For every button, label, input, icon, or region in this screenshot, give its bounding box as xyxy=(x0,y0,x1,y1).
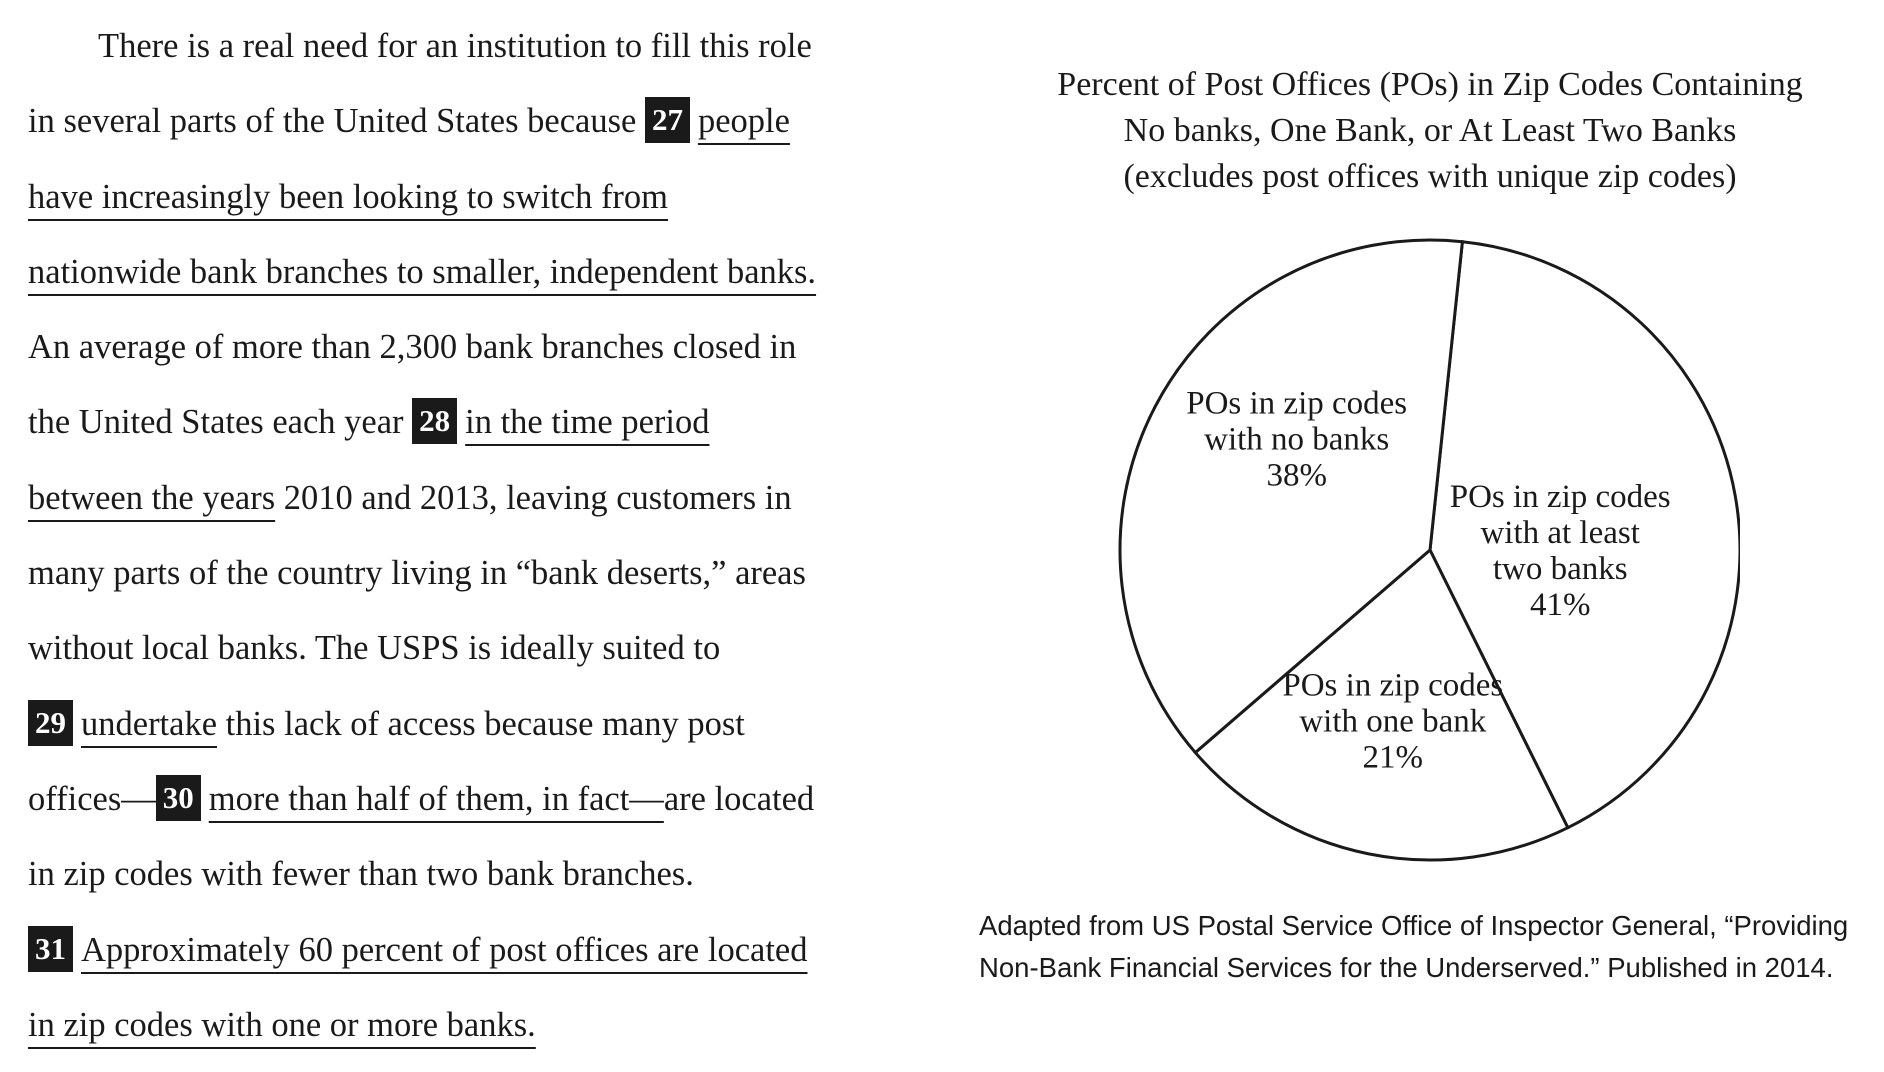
question-31-number[interactable]: 31 xyxy=(28,925,73,972)
passage-text-span: offices— xyxy=(28,779,156,818)
underlined-portion-27[interactable]: people xyxy=(697,102,790,141)
pie-slice-label: POs in zip codes with one bank 21% xyxy=(1282,668,1503,776)
passage-line: the United States each year 28 in the tim… xyxy=(28,394,908,469)
underlined-portion-31[interactable]: in zip codes with one or more banks. xyxy=(28,1005,536,1044)
chart-title-line: (excludes post offices with unique zip c… xyxy=(1123,158,1737,195)
source-line: Non-Bank Financial Services for the Unde… xyxy=(979,952,1834,983)
passage-text-span: the United States each year xyxy=(28,403,404,442)
question-29-number[interactable]: 29 xyxy=(28,699,73,746)
underlined-portion-28[interactable]: in the time period xyxy=(465,403,710,442)
passage-text-span: are located xyxy=(663,779,815,818)
underlined-portion-27[interactable]: nationwide bank branches to smaller, ind… xyxy=(28,252,817,291)
passage-text-span: 2010 and 2013, leaving customers in xyxy=(275,478,792,517)
underlined-portion-31[interactable]: Approximately 60 percent of post offices… xyxy=(81,930,808,969)
underlined-portion-29[interactable]: undertake xyxy=(81,704,218,743)
passage-line: There is a real need for an institution … xyxy=(28,18,908,93)
passage-text-span: in zip codes with fewer than two bank br… xyxy=(28,855,694,894)
passage-line: in several parts of the United States be… xyxy=(28,93,908,168)
passage-text-span: in several parts of the United States be… xyxy=(28,102,637,141)
chart-title-line: No banks, One Bank, or At Least Two Bank… xyxy=(1123,112,1737,149)
passage-line: offices— 30 more than half of them, in fac… xyxy=(28,771,908,846)
pie-slice xyxy=(1193,547,1570,862)
passage-line: 29 undertake this lack of access because … xyxy=(28,696,908,771)
pie-slice xyxy=(1118,238,1465,755)
passage-text-span: this lack of access because many post xyxy=(217,704,745,743)
passage-line: in zip codes with one or more banks. xyxy=(28,997,908,1072)
passage-text-span: An average of more than 2,300 bank branc… xyxy=(28,328,797,367)
passage-text-span: many parts of the country living in “ban… xyxy=(28,554,806,593)
pie-slice xyxy=(1428,240,1740,830)
passage-line: without local banks. The USPS is ideally… xyxy=(28,620,908,695)
pie-slice-label: POs in zip codes with no banks 38% xyxy=(1186,385,1407,493)
passage-line: nationwide bank branches to smaller, ind… xyxy=(28,244,908,319)
chart-title-line: Percent of Post Offices (POs) in Zip Cod… xyxy=(1057,66,1803,103)
source-citation: Adapted from US Postal Service Office of… xyxy=(979,905,1879,989)
passage-text-span: There is a real need for an institution … xyxy=(98,27,812,65)
passage-line: An average of more than 2,300 bank branc… xyxy=(28,319,908,394)
question-27-number[interactable]: 27 xyxy=(644,97,690,144)
source-line: Adapted from US Postal Service Office of… xyxy=(979,910,1849,941)
chart-title: Percent of Post Offices (POs) in Zip Cod… xyxy=(980,62,1880,200)
pie-slice-label: POs in zip codes with at least two banks 41… xyxy=(1450,479,1671,623)
underlined-portion-30[interactable]: more than half of them, in fact— xyxy=(208,779,664,818)
passage-line: many parts of the country living in “ban… xyxy=(28,545,908,620)
passage-text-span: without local banks. The USPS is ideally… xyxy=(28,629,721,668)
question-30-number[interactable]: 30 xyxy=(155,774,201,821)
underlined-portion-27[interactable]: have increasingly been looking to switch… xyxy=(28,177,669,216)
passage-line: between the years 2010 and 2013, leaving… xyxy=(28,470,908,545)
underlined-portion-28[interactable]: between the years xyxy=(28,478,276,517)
passage-line: 31 Approximately 60 percent of post offic… xyxy=(28,922,908,997)
pie-chart: POs in zip codes with at least two banks 41… xyxy=(1118,238,1740,862)
passage-line: have increasingly been looking to switch… xyxy=(28,169,908,244)
passage-text: There is a real need for an institution … xyxy=(28,18,908,1072)
question-28-number[interactable]: 28 xyxy=(412,398,458,445)
passage-line: in zip codes with fewer than two bank br… xyxy=(28,846,908,921)
